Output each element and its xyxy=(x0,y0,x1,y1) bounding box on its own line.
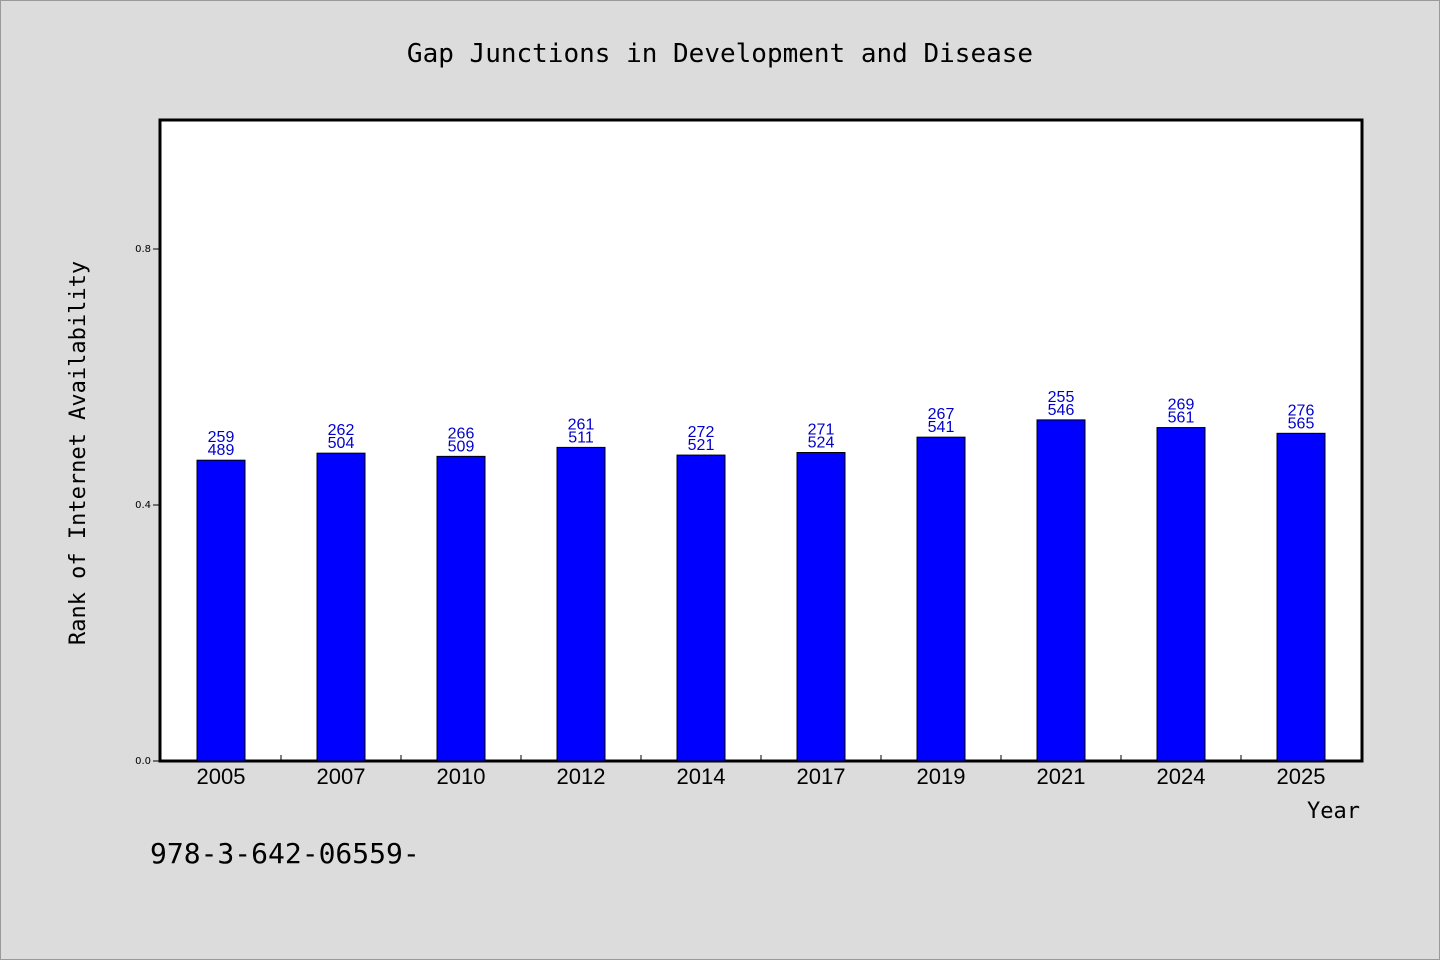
data-label-bottom: 489 xyxy=(208,442,235,459)
data-label-bottom: 561 xyxy=(1168,410,1195,427)
x-tick-label: 2021 xyxy=(1037,764,1086,789)
data-label-top: 259 xyxy=(208,429,235,446)
bar-2005 xyxy=(196,459,246,762)
y-axis: 0.0 0.4 0.8 xyxy=(135,244,161,767)
x-tick-label: 2024 xyxy=(1157,764,1206,789)
data-label-top: 262 xyxy=(328,422,355,439)
x-tick-label: 2005 xyxy=(197,764,246,789)
data-label-bottom: 524 xyxy=(808,435,835,452)
x-tick-label: 2012 xyxy=(557,764,606,789)
bar-2007 xyxy=(316,452,366,762)
data-label-bottom: 541 xyxy=(928,419,955,436)
data-label-top: 266 xyxy=(448,425,475,442)
x-tick-label: 2019 xyxy=(917,764,966,789)
x-axis: 2005 2007 2010 2012 2014 2017 2019 2021 2024 2025 xyxy=(197,755,1326,789)
bar-2019 xyxy=(916,436,966,762)
y-tick-label: 0.8 xyxy=(135,244,151,255)
bar-2012 xyxy=(556,446,606,762)
data-label-top: 276 xyxy=(1288,402,1315,419)
bar-2017 xyxy=(796,452,846,762)
x-tick-label: 2014 xyxy=(677,764,726,789)
y-tick-label: 0.4 xyxy=(135,500,151,511)
data-label-top: 261 xyxy=(568,416,595,433)
bar-2024 xyxy=(1156,427,1206,762)
x-axis-label: Year xyxy=(1307,799,1360,824)
x-tick-label: 2017 xyxy=(797,764,846,789)
data-label-top: 269 xyxy=(1168,397,1195,414)
x-tick-label: 2025 xyxy=(1277,764,1326,789)
bar-2014 xyxy=(676,454,726,762)
data-label-top: 272 xyxy=(688,424,715,441)
bar-2021 xyxy=(1036,419,1086,762)
x-tick-label: 2007 xyxy=(317,764,366,789)
y-tick-label: 0.0 xyxy=(135,756,151,767)
data-label-bottom: 511 xyxy=(568,429,594,446)
data-label-bottom: 546 xyxy=(1048,402,1075,419)
bar-2010 xyxy=(436,455,486,762)
data-label-bottom: 509 xyxy=(448,438,475,455)
bar-2025 xyxy=(1276,432,1326,762)
data-label-bottom: 521 xyxy=(688,437,715,454)
bar-series xyxy=(196,419,1326,762)
data-label-bottom: 565 xyxy=(1288,415,1315,432)
data-label-top: 271 xyxy=(808,422,835,439)
data-label-bottom: 504 xyxy=(328,435,355,452)
y-axis-label: Rank of Internet Availability xyxy=(66,261,91,645)
data-label-top: 255 xyxy=(1048,389,1075,406)
x-tick-label: 2010 xyxy=(437,764,486,789)
data-label-top: 267 xyxy=(928,406,955,423)
footer-identifier: 978-3-642-06559- xyxy=(150,837,420,870)
chart-title: Gap Junctions in Development and Disease xyxy=(407,39,1033,69)
